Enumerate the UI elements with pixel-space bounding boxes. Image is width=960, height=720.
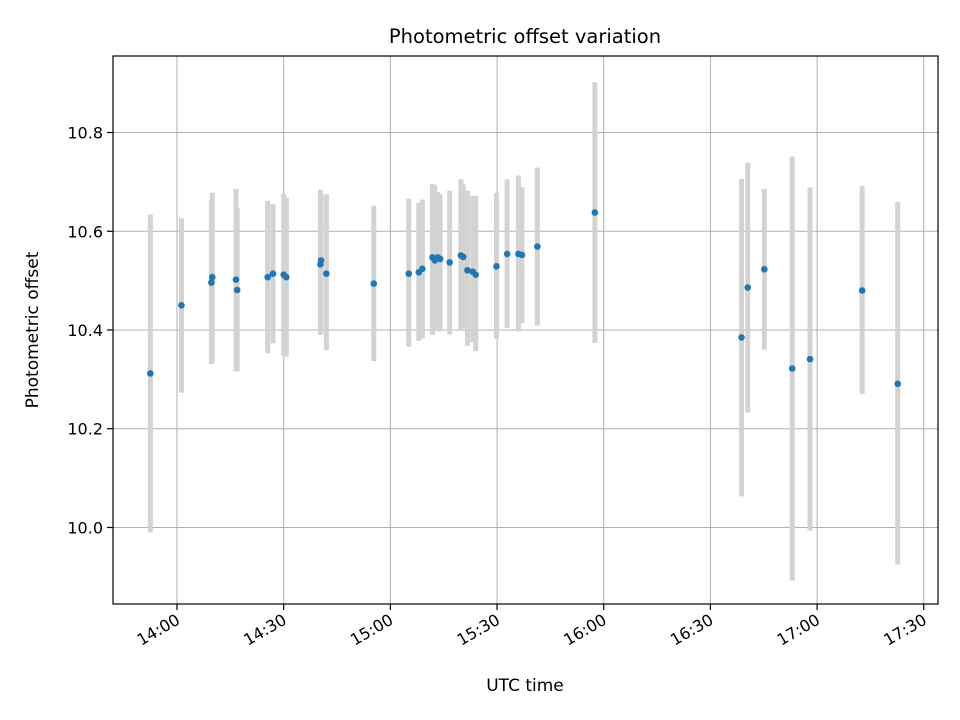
data-point bbox=[178, 302, 185, 309]
grid-lines bbox=[113, 56, 938, 604]
data-point bbox=[317, 257, 325, 264]
data-point bbox=[761, 265, 768, 273]
data-point bbox=[232, 276, 240, 283]
data-point bbox=[894, 380, 901, 388]
y-tick-label: 10.6 bbox=[67, 222, 103, 241]
data-point bbox=[472, 271, 480, 279]
data-point bbox=[147, 370, 154, 377]
data-point bbox=[518, 251, 526, 259]
x-axis-label: UTC time bbox=[486, 676, 564, 696]
y-axis-label: Photometric offset bbox=[23, 251, 43, 408]
data-point bbox=[233, 286, 241, 294]
data-point bbox=[405, 270, 413, 278]
data-points bbox=[147, 209, 901, 388]
data-point bbox=[459, 253, 467, 261]
y-tick-label: 10.8 bbox=[67, 124, 103, 143]
data-point bbox=[446, 259, 453, 266]
data-point bbox=[858, 287, 866, 294]
data-point bbox=[264, 273, 271, 281]
y-tick-label: 10.2 bbox=[67, 420, 103, 439]
data-point bbox=[419, 265, 426, 273]
data-point bbox=[208, 279, 215, 286]
y-tick-label: 10.0 bbox=[67, 518, 103, 537]
data-point bbox=[493, 263, 500, 270]
data-point bbox=[534, 243, 541, 250]
data-point bbox=[503, 250, 511, 258]
data-point bbox=[436, 255, 444, 263]
chart-title: Photometric offset variation bbox=[389, 25, 661, 48]
data-point bbox=[806, 355, 814, 363]
data-point bbox=[744, 284, 752, 291]
data-point bbox=[283, 273, 290, 281]
data-point bbox=[269, 270, 277, 278]
data-point bbox=[208, 273, 216, 281]
y-axis-ticks: 10.0 10.2 10.4 10.6 10.8 bbox=[67, 124, 113, 537]
data-point bbox=[738, 334, 745, 341]
data-point bbox=[591, 209, 599, 216]
data-point bbox=[788, 365, 796, 372]
data-point bbox=[464, 266, 471, 274]
y-tick-label: 10.4 bbox=[67, 321, 103, 340]
data-point bbox=[370, 280, 378, 287]
data-point bbox=[323, 270, 330, 278]
